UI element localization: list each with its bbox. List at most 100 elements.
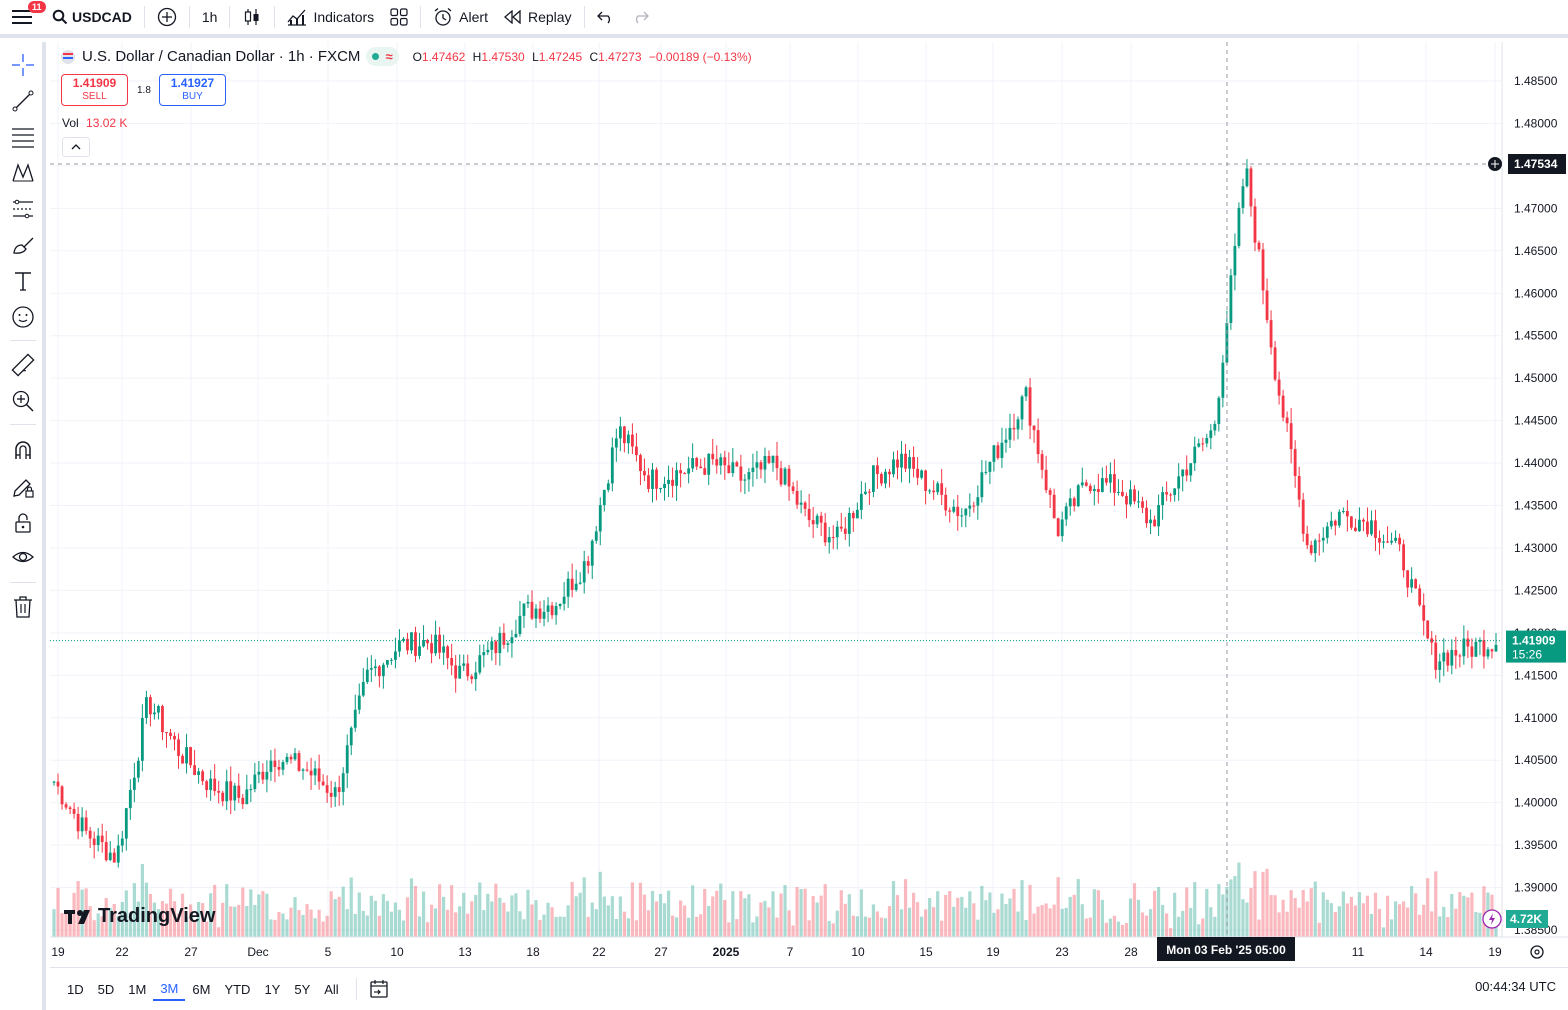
volume-bar: [1124, 922, 1129, 937]
interval-button[interactable]: 1h: [201, 9, 218, 25]
price-chart[interactable]: 1.485001.480001.475001.470001.465001.460…: [50, 42, 1568, 967]
candle-body: [655, 469, 658, 489]
candle-body: [120, 838, 124, 846]
replay-button[interactable]: Replay: [496, 0, 580, 34]
range-button-all[interactable]: All: [324, 981, 339, 997]
layouts-button[interactable]: [382, 0, 416, 34]
range-button-5d[interactable]: 5D: [97, 981, 115, 997]
candle-body: [1394, 537, 1397, 541]
range-button-1y[interactable]: 1Y: [264, 981, 281, 997]
text-tool[interactable]: [8, 266, 38, 296]
candle-body: [586, 561, 590, 566]
symbol-search-button[interactable]: USDCAD: [44, 0, 140, 34]
price-axis[interactable]: 1.485001.480001.475001.470001.465001.460…: [1482, 42, 1568, 967]
candle-body: [671, 479, 674, 486]
volume-bar: [646, 910, 651, 937]
candle-body: [1478, 639, 1482, 642]
pattern-tool[interactable]: [8, 158, 38, 188]
buy-button[interactable]: 1.41927 BUY: [159, 74, 226, 106]
brush-tool[interactable]: [8, 230, 38, 260]
crosshair-tool[interactable]: [8, 50, 38, 80]
range-button-1m[interactable]: 1M: [128, 981, 147, 997]
time-axis[interactable]: 19 22 27 Dec 5 10 13 18 22 27 2025 7 10 15 19 23 28 11 14 1…: [50, 936, 1568, 967]
tradingview-logo[interactable]: TradingView: [64, 905, 215, 928]
undo-button[interactable]: [589, 0, 623, 34]
candle-body: [1285, 417, 1289, 424]
candle-body: [189, 747, 192, 766]
range-button-6m[interactable]: 6M: [192, 981, 211, 997]
magnet-tool[interactable]: [8, 435, 38, 465]
forecast-tool[interactable]: [8, 194, 38, 224]
remove-drawings-tool[interactable]: [8, 592, 38, 622]
trend-line-tool[interactable]: [8, 86, 38, 116]
volume-bar: [309, 909, 313, 937]
range-button-5y[interactable]: 5Y: [294, 981, 311, 997]
volume-bar: [948, 891, 952, 937]
volume-bar: [192, 921, 197, 937]
volume-bar: [992, 912, 996, 937]
chart-grid: [50, 42, 1502, 937]
volume-bar: [1072, 894, 1076, 937]
lock-drawings-tool[interactable]: [8, 508, 38, 538]
volume-bar: [213, 884, 217, 937]
candle-body: [56, 781, 60, 787]
measure-tool[interactable]: [8, 350, 38, 380]
candle-body: [1169, 494, 1173, 496]
chart-type-button[interactable]: [234, 0, 270, 34]
utc-clock[interactable]: 00:44:34 UTC: [1475, 979, 1556, 994]
drawing-mode-tool[interactable]: [8, 472, 38, 502]
candle-body: [815, 515, 819, 525]
candle-body: [972, 505, 976, 507]
candle-body: [430, 643, 433, 654]
candle-body: [1458, 655, 1462, 657]
range-button-ytd[interactable]: YTD: [224, 981, 251, 997]
volume-bar: [1389, 919, 1394, 937]
volume-bar: [1450, 893, 1454, 937]
volume-bar: [932, 907, 936, 937]
candle-body: [791, 486, 795, 491]
time-tick-label: 19: [1488, 945, 1502, 959]
volume-bar: [1213, 916, 1217, 937]
candle-body: [144, 697, 148, 719]
volume-bar: [321, 921, 325, 937]
volume-bar: [899, 909, 904, 937]
candle-body: [422, 640, 425, 647]
settings-gear-icon[interactable]: [1530, 945, 1544, 959]
indicators-button[interactable]: Indicators: [279, 0, 382, 34]
collapse-legend-button[interactable]: [62, 137, 90, 157]
alert-button[interactable]: Alert: [425, 0, 496, 34]
zoom-tool[interactable]: [8, 386, 38, 416]
range-button-1d[interactable]: 1D: [67, 981, 84, 997]
volume-legend[interactable]: Vol 13.02 K: [62, 116, 127, 130]
candle-body: [1221, 362, 1225, 398]
candle-body: [1133, 489, 1136, 502]
range-button-3m[interactable]: 3M: [153, 977, 186, 1001]
volume-bar: [743, 898, 747, 937]
crosshair-price-label: 1.47534: [1514, 157, 1558, 171]
candle-body: [936, 483, 940, 493]
candle-body: [193, 765, 196, 775]
main-menu-button[interactable]: 11: [0, 0, 46, 34]
go-to-date-button[interactable]: [361, 972, 397, 1006]
symbol-title[interactable]: U.S. Dollar / Canadian Dollar · 1h · FXC…: [82, 48, 361, 65]
market-status-badge[interactable]: ≈: [366, 47, 399, 66]
candle-body: [1301, 499, 1305, 534]
divider: [10, 582, 36, 583]
emoji-tool[interactable]: [8, 302, 38, 332]
volume-bar: [381, 894, 385, 937]
candle-body: [169, 732, 172, 736]
candle-body: [140, 718, 144, 761]
volume-bar: [1438, 916, 1442, 937]
sell-button[interactable]: 1.41909 SELL: [61, 74, 128, 106]
volume-bar: [787, 910, 791, 937]
compare-symbol-button[interactable]: [149, 0, 185, 34]
hide-drawings-tool[interactable]: [8, 542, 38, 572]
time-tick-label: 14: [1419, 945, 1433, 959]
volume-bar: [903, 879, 908, 937]
redo-button[interactable]: [623, 0, 657, 34]
volume-bar: [1016, 911, 1020, 937]
volume-bar: [972, 903, 976, 937]
candle-body: [763, 456, 767, 470]
candle-body: [1273, 347, 1277, 380]
fib-tool[interactable]: [8, 122, 38, 152]
